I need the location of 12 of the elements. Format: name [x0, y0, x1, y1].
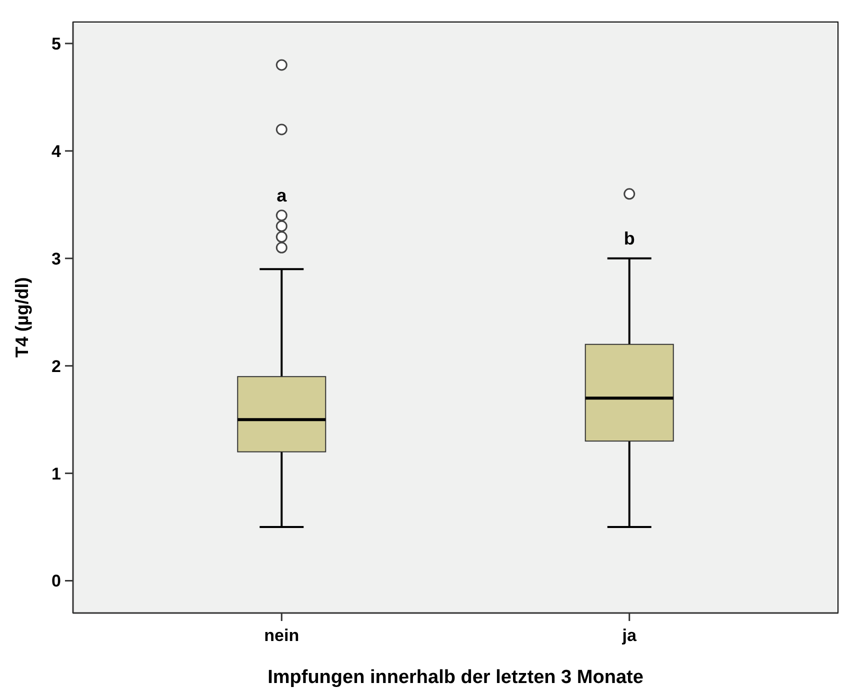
- x-tick-label: ja: [621, 626, 637, 645]
- y-axis-title: T4 (µg/dl): [12, 277, 32, 358]
- x-axis-title: Impfungen innerhalb der letzten 3 Monate: [268, 667, 644, 688]
- x-tick-label: nein: [264, 626, 300, 645]
- y-tick-label: 1: [52, 464, 61, 484]
- y-tick-label: 2: [52, 356, 61, 376]
- annotation: a: [276, 186, 288, 206]
- y-tick-label: 0: [52, 572, 61, 591]
- y-tick-label: 4: [52, 142, 62, 161]
- y-tick-label: 3: [52, 249, 61, 268]
- y-tick-label: 5: [52, 34, 61, 54]
- annotation: b: [624, 228, 635, 249]
